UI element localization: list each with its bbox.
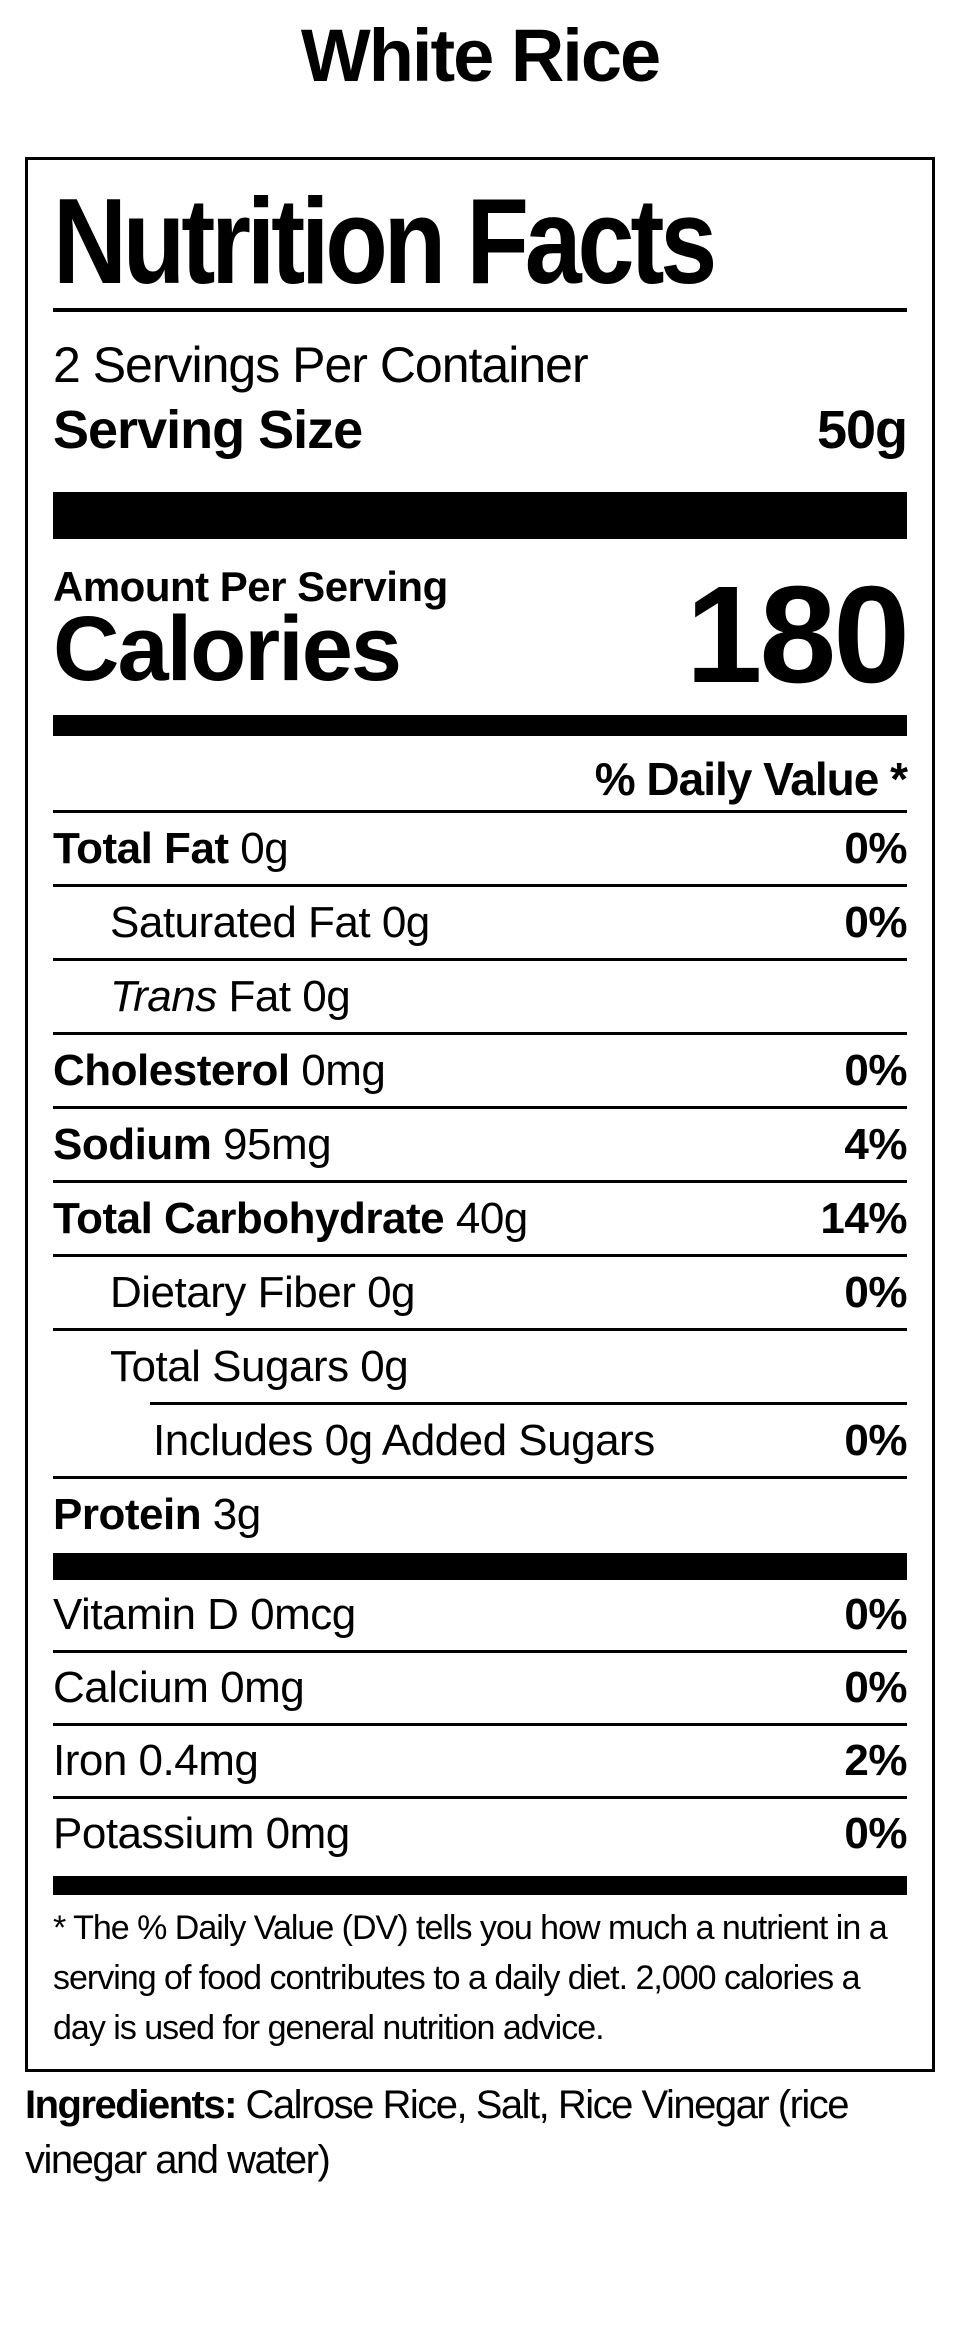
row-label-rest: 40g — [444, 1194, 528, 1243]
row-label-rest: Fat 0g — [216, 972, 351, 1021]
calories-section: Amount Per Serving Calories 180 — [53, 539, 910, 715]
row-label-bold: Sodium — [53, 1120, 212, 1169]
row-percent: 0% — [844, 1663, 907, 1712]
row-label-rest: 0mg — [289, 1046, 386, 1095]
row-label: Dietary Fiber 0g — [110, 1257, 416, 1328]
thick-divider-bar — [53, 492, 907, 539]
row-percent: 0% — [844, 1809, 907, 1858]
nutrition-facts-title-text: Nutrition Facts — [53, 173, 717, 309]
row-label: Sodium 95mg — [53, 1109, 332, 1180]
row-label: Cholesterol 0mg — [53, 1035, 386, 1106]
servings-per-container: 2 Servings Per Container — [53, 337, 589, 393]
row-label-rest: 95mg — [211, 1120, 332, 1169]
row-label-rest: Saturated Fat 0g — [110, 898, 430, 947]
row-cholesterol: Cholesterol 0mg 0% — [53, 1035, 907, 1109]
row-label-bold: Total Carbohydrate — [53, 1194, 445, 1243]
row-label: Includes 0g Added Sugars — [153, 1405, 655, 1476]
footnote-line: day is used for general nutrition advice… — [53, 2009, 605, 2047]
row-dietary-fiber: Dietary Fiber 0g 0% — [53, 1257, 907, 1331]
indented-divider-rule — [150, 1402, 907, 1405]
nutrition-facts-panel: Nutrition Facts 2 Servings Per Container… — [25, 157, 935, 2072]
row-calcium: Calcium 0mg 0% — [53, 1653, 907, 1726]
row-label: Iron 0.4mg — [53, 1736, 259, 1785]
serving-size-label: Serving Size — [53, 400, 363, 460]
row-label-rest: 3g — [201, 1490, 261, 1539]
row-percent: 4% — [844, 1120, 907, 1169]
row-added-sugars: Includes 0g Added Sugars 0% — [53, 1405, 907, 1479]
amount-per-serving: Amount Per Serving — [53, 563, 448, 610]
ingredients-line: Ingredients: Calrose Rice, Salt, Rice Vi… — [25, 2078, 960, 2133]
calories-label: Calories — [53, 598, 402, 700]
row-label-bold: Protein — [53, 1490, 202, 1539]
thin-divider-bar — [53, 1876, 907, 1895]
calories-value: 180 — [685, 558, 910, 712]
row-label-bold: Cholesterol — [53, 1046, 290, 1095]
medium-divider-bar — [53, 1553, 907, 1580]
row-label: Total Carbohydrate 40g — [53, 1183, 528, 1254]
daily-value-footnote: * The % Daily Value (DV) tells you how m… — [53, 1903, 907, 2053]
row-label: Total Fat 0g — [53, 813, 289, 884]
row-saturated-fat: Saturated Fat 0g 0% — [53, 887, 907, 961]
footnote-line: * The % Daily Value (DV) tells you how m… — [53, 1909, 888, 1947]
row-label: Protein 3g — [53, 1479, 261, 1550]
row-percent: 0% — [844, 1046, 907, 1095]
row-total-carbohydrate: Total Carbohydrate 40g 14% — [53, 1183, 907, 1257]
row-trans-fat: Trans Fat 0g — [53, 961, 907, 1035]
ingredients-text: Calrose Rice, Salt, Rice Vinegar (rice — [235, 2083, 850, 2127]
serving-size-value: 50g — [816, 400, 908, 460]
row-total-sugars: Total Sugars 0g — [53, 1331, 907, 1402]
medium-divider-bar — [53, 715, 907, 736]
row-label-rest: Total Sugars 0g — [110, 1342, 409, 1391]
row-label: Saturated Fat 0g — [110, 887, 430, 958]
row-percent: 0% — [844, 1416, 907, 1465]
row-iron: Iron 0.4mg 2% — [53, 1726, 907, 1799]
row-percent: 2% — [844, 1736, 907, 1785]
row-label-rest: Includes 0g Added Sugars — [153, 1416, 655, 1465]
row-label-italic: Trans — [110, 972, 217, 1021]
row-label: Potassium 0mg — [53, 1809, 350, 1858]
row-label-rest: Dietary Fiber 0g — [110, 1268, 416, 1317]
row-percent: 14% — [820, 1194, 907, 1243]
page-title: White Rice — [300, 14, 661, 97]
row-percent: 0% — [844, 898, 907, 947]
row-percent: 0% — [844, 824, 907, 873]
row-vitamin-d: Vitamin D 0mcg 0% — [53, 1580, 907, 1653]
row-label: Calcium 0mg — [53, 1663, 305, 1712]
row-label: Vitamin D 0mcg — [53, 1590, 356, 1639]
row-label: Trans Fat 0g — [110, 961, 351, 1032]
row-sodium: Sodium 95mg 4% — [53, 1109, 907, 1183]
row-label-rest: 0g — [228, 824, 289, 873]
ingredients-text: vinegar and water) — [25, 2138, 331, 2182]
footnote-line: serving of food contributes to a daily d… — [53, 1959, 861, 1997]
row-percent: 0% — [844, 1590, 907, 1639]
row-total-fat: Total Fat 0g 0% — [53, 813, 907, 887]
row-protein: Protein 3g — [53, 1479, 907, 1550]
ingredients-line: vinegar and water) — [25, 2133, 960, 2188]
serving-size-row: Serving Size 50g — [53, 398, 908, 462]
row-label-bold: Total Fat — [53, 824, 229, 873]
row-percent: 0% — [844, 1268, 907, 1317]
row-label: Total Sugars 0g — [110, 1331, 409, 1402]
ingredients-section: Ingredients: Calrose Rice, Salt, Rice Vi… — [25, 2078, 960, 2188]
nutrition-facts-title: Nutrition Facts — [53, 176, 907, 312]
row-potassium: Potassium 0mg 0% — [53, 1799, 907, 1869]
daily-value-header: % Daily Value * — [53, 748, 908, 813]
ingredients-label: Ingredients: — [25, 2083, 237, 2127]
